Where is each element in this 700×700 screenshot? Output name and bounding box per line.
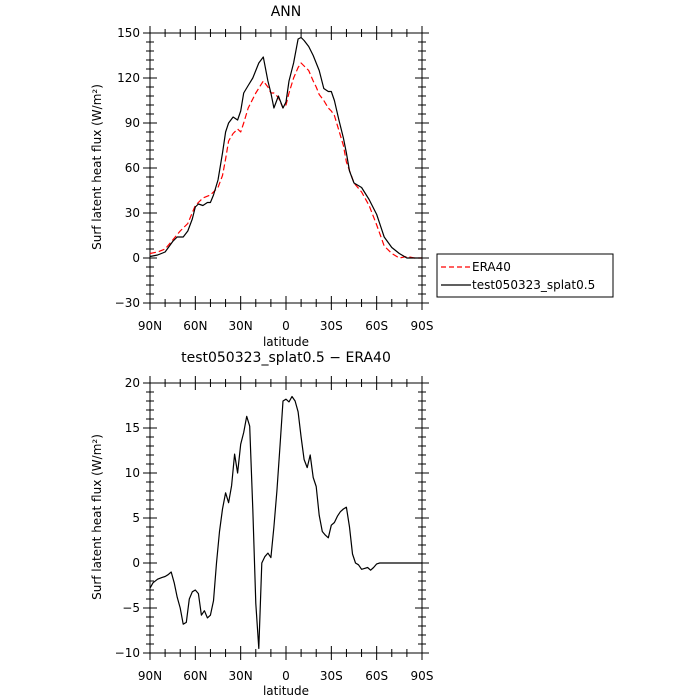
x-tick-label: 30S <box>320 319 343 333</box>
y-tick-label: 15 <box>125 421 140 435</box>
y-tick-label: −5 <box>122 601 140 615</box>
x-tick-label: 30N <box>229 669 253 683</box>
x-tick-label: 60S <box>365 669 388 683</box>
x-tick-label: 0 <box>282 669 290 683</box>
legend-label-test: test050323_splat0.5 <box>472 278 595 292</box>
x-axis-label: latitude <box>263 335 309 349</box>
legend-box <box>436 253 614 298</box>
y-tick-label: 120 <box>117 71 140 85</box>
y-axis-label: Surf latent heat flux (W/m²) <box>90 84 104 250</box>
y-tick-label: 20 <box>125 376 140 390</box>
y-tick-label: 60 <box>125 161 140 175</box>
panel-title: ANN <box>271 4 302 20</box>
y-axis-label: Surf latent heat flux (W/m²) <box>90 434 104 600</box>
legend: ERA40 test050323_splat0.5 <box>436 253 614 298</box>
panel-difference: test050323_splat0.5 − ERA40 −10 −5 0 5 10 15 2… <box>90 350 433 698</box>
x-tick-label: 90N <box>138 669 162 683</box>
y-tick-label: 10 <box>125 466 140 480</box>
y-tick-label: 150 <box>117 26 140 40</box>
series-line-difference <box>149 395 422 650</box>
y-tick-label: 0 <box>132 251 140 265</box>
legend-label-era40: ERA40 <box>472 260 511 274</box>
y-tick-label: 0 <box>132 556 140 570</box>
y-tick-label: 5 <box>132 511 140 525</box>
series-line-test050323-splat0-5 <box>149 36 422 259</box>
panel-title: test050323_splat0.5 − ERA40 <box>181 350 391 366</box>
y-tick-label: −30 <box>115 296 140 310</box>
x-tick-label: 30N <box>229 319 253 333</box>
x-tick-label: 90S <box>411 319 434 333</box>
plot-frame <box>149 382 423 654</box>
plot-area: −30 0 30 60 90 120 150 90N 60N 30N 0 30S 60S 90S <box>115 26 434 333</box>
x-tick-label: 60N <box>183 319 207 333</box>
plot-frame <box>149 32 423 304</box>
x-tick-label: 0 <box>282 319 290 333</box>
y-tick-label: −10 <box>115 646 140 660</box>
x-tick-label: 90S <box>411 669 434 683</box>
plot-area: −10 −5 0 5 10 15 20 90N 60N 30N 0 30S 60S 90S <box>115 376 434 683</box>
x-tick-label: 60S <box>365 319 388 333</box>
x-tick-label: 90N <box>138 319 162 333</box>
x-tick-label: 30S <box>320 669 343 683</box>
y-tick-label: 90 <box>125 116 140 130</box>
x-axis-label: latitude <box>263 684 309 698</box>
x-tick-label: 60N <box>183 669 207 683</box>
y-tick-label: 30 <box>125 206 140 220</box>
